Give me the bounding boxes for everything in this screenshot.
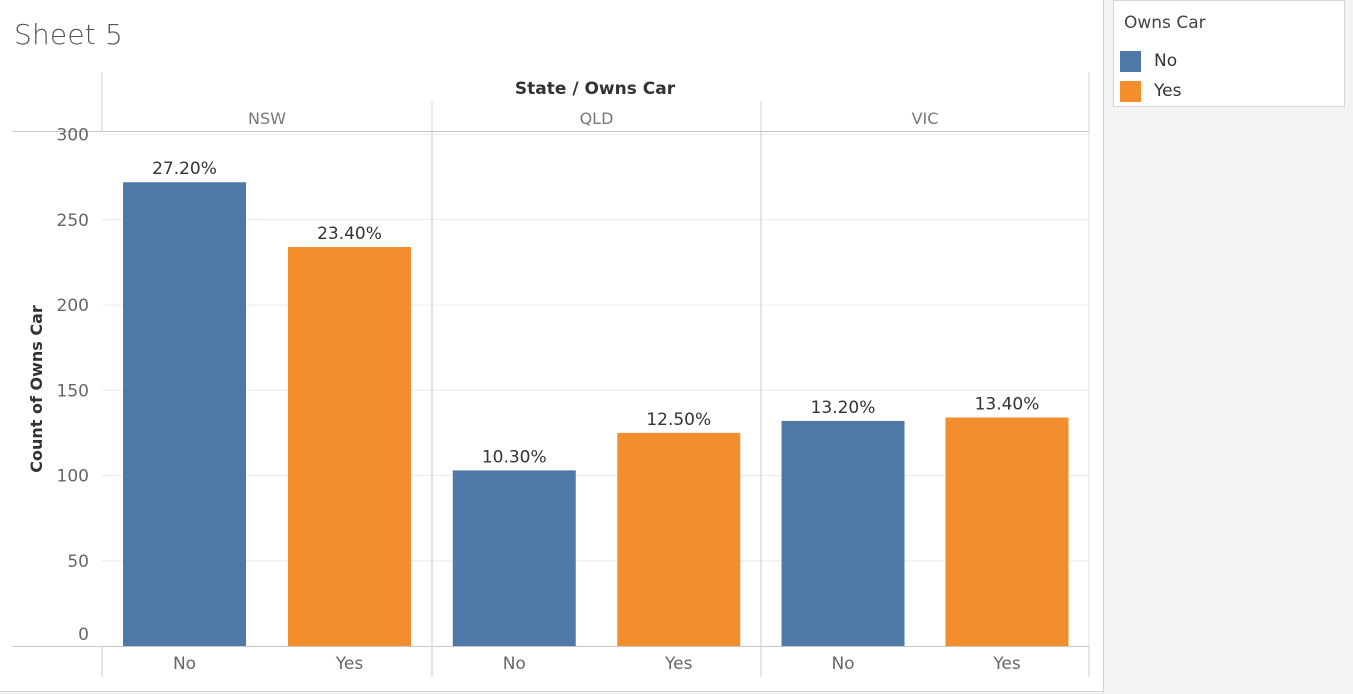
worksheet: Sheet 5 State / Owns Car 0 50 100 150 200 250 3… <box>0 0 1104 692</box>
bar-vic-no <box>781 420 905 646</box>
x-tick-label: Yes <box>335 654 364 674</box>
data-label: 12.50% <box>646 410 711 430</box>
data-label: 27.20% <box>152 159 217 179</box>
bar-qld-no <box>452 470 576 646</box>
y-axis-label: Count of Owns Car <box>27 305 46 473</box>
y-tick-label: 50 <box>67 552 89 572</box>
legend-title: Owns Car <box>1124 13 1206 33</box>
state-header-nsw: NSW <box>248 109 286 128</box>
x-tick-label: No <box>831 654 854 674</box>
y-tick-label: 100 <box>57 467 89 487</box>
x-tick-label: Yes <box>664 654 693 674</box>
legend-label-no: No <box>1154 51 1178 71</box>
data-label: 13.20% <box>811 398 876 418</box>
legend-label-yes: Yes <box>1154 81 1182 101</box>
bar-chart: State / Owns Car 0 50 100 150 200 250 300 Count … <box>12 72 1090 677</box>
bar-nsw-yes <box>288 247 411 646</box>
bar-qld-yes <box>617 432 741 646</box>
column-header-title: State / Owns Car <box>515 79 676 99</box>
x-tick-label: Yes <box>992 654 1021 674</box>
y-tick-label: 300 <box>57 126 89 146</box>
state-header-vic: VIC <box>912 109 939 128</box>
legend: Owns Car No Yes <box>1113 0 1345 107</box>
x-tick-label: No <box>173 654 196 674</box>
y-tick-label: 200 <box>57 296 89 316</box>
state-header-qld: QLD <box>580 109 614 128</box>
legend-swatch-yes <box>1120 81 1141 102</box>
y-tick-label: 250 <box>57 211 89 231</box>
y-tick-label: 0 <box>78 625 89 645</box>
data-label: 10.30% <box>482 447 547 467</box>
y-tick-label: 150 <box>57 381 89 401</box>
sheet-title: Sheet 5 <box>14 18 124 51</box>
legend-swatch-no <box>1120 51 1141 72</box>
x-tick-label: No <box>503 654 526 674</box>
data-label: 13.40% <box>975 395 1040 415</box>
bar-vic-yes <box>945 417 1069 646</box>
bar-nsw-no <box>123 182 246 647</box>
data-label: 23.40% <box>317 224 382 244</box>
